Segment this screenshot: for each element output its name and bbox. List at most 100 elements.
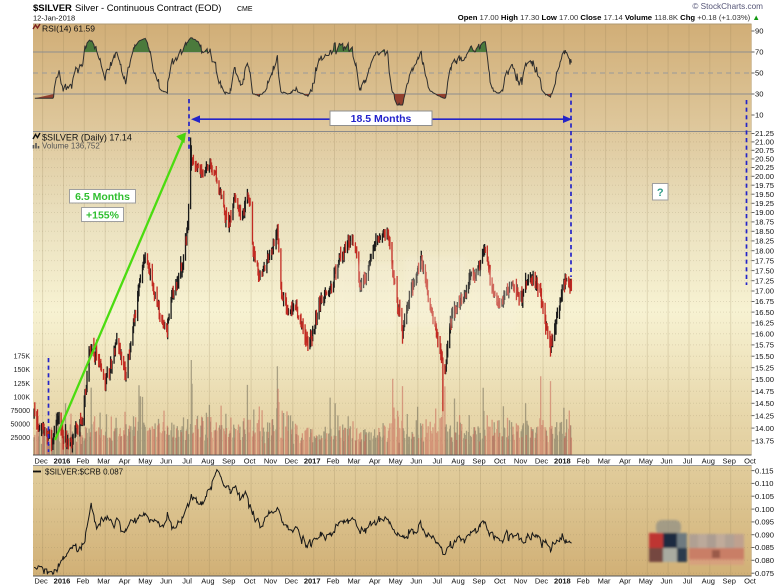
- svg-text:May: May: [138, 457, 152, 466]
- svg-text:90: 90: [755, 27, 763, 36]
- svg-text:13.75: 13.75: [755, 437, 774, 446]
- svg-text:$SILVER: $SILVER: [33, 3, 72, 14]
- svg-text:15.50: 15.50: [755, 352, 774, 361]
- svg-text:15.25: 15.25: [755, 363, 774, 372]
- svg-text:$SILVER (Daily) 17.14: $SILVER (Daily) 17.14: [42, 133, 132, 143]
- svg-text:0.085: 0.085: [755, 543, 774, 552]
- svg-text:0.110: 0.110: [755, 479, 773, 488]
- svg-text:Jul: Jul: [683, 457, 693, 466]
- svg-text:Jun: Jun: [410, 577, 422, 586]
- svg-text:16.25: 16.25: [755, 319, 774, 328]
- svg-text:Jun: Jun: [661, 577, 673, 586]
- svg-text:100K: 100K: [14, 394, 31, 401]
- svg-text:May: May: [389, 577, 403, 586]
- svg-text:2016: 2016: [54, 457, 71, 466]
- svg-text:17.25: 17.25: [755, 276, 774, 285]
- svg-text:70: 70: [755, 48, 763, 57]
- svg-text:Mar: Mar: [97, 457, 110, 466]
- svg-text:21.00: 21.00: [755, 138, 774, 147]
- svg-text:12-Jan-2018: 12-Jan-2018: [33, 14, 75, 23]
- svg-text:0.090: 0.090: [755, 530, 774, 539]
- svg-text:17.50: 17.50: [755, 266, 774, 275]
- svg-text:17.00: 17.00: [755, 287, 774, 296]
- svg-text:Dec: Dec: [535, 577, 549, 586]
- svg-text:Feb: Feb: [327, 457, 340, 466]
- svg-text:14.75: 14.75: [755, 387, 774, 396]
- svg-text:Mar: Mar: [347, 577, 360, 586]
- svg-text:2018: 2018: [554, 457, 571, 466]
- svg-text:Oct: Oct: [744, 457, 757, 466]
- svg-text:17.75: 17.75: [755, 256, 774, 265]
- svg-text:Mar: Mar: [598, 457, 611, 466]
- svg-text:18.00: 18.00: [755, 246, 774, 255]
- svg-text:May: May: [138, 577, 152, 586]
- svg-text:Open 17.00 High 17.30 Low 17.0: Open 17.00 High 17.30 Low 17.00 Close 17…: [458, 13, 760, 22]
- svg-text:Jun: Jun: [160, 577, 172, 586]
- svg-text:Jun: Jun: [410, 457, 422, 466]
- svg-text:Aug: Aug: [201, 577, 214, 586]
- svg-text:2016: 2016: [54, 577, 71, 586]
- svg-text:Apr: Apr: [369, 457, 381, 466]
- svg-text:Jul: Jul: [433, 577, 443, 586]
- svg-text:20.50: 20.50: [755, 155, 774, 164]
- svg-text:50000: 50000: [11, 422, 31, 429]
- svg-text:Nov: Nov: [514, 457, 528, 466]
- svg-text:Sep: Sep: [222, 457, 235, 466]
- svg-text:2017: 2017: [304, 457, 321, 466]
- svg-text:14.25: 14.25: [755, 411, 774, 420]
- svg-text:Aug: Aug: [201, 457, 214, 466]
- svg-text:Apr: Apr: [119, 457, 131, 466]
- svg-text:Nov: Nov: [264, 457, 278, 466]
- svg-text:16.50: 16.50: [755, 308, 774, 317]
- svg-text:Feb: Feb: [76, 457, 89, 466]
- svg-text:Mar: Mar: [598, 577, 611, 586]
- svg-text:0.105: 0.105: [755, 492, 774, 501]
- svg-text:0.115: 0.115: [755, 466, 773, 475]
- svg-text:Apr: Apr: [369, 577, 381, 586]
- svg-text:Nov: Nov: [264, 577, 278, 586]
- svg-text:Oct: Oct: [244, 577, 257, 586]
- svg-text:CME: CME: [237, 6, 253, 13]
- svg-text:Feb: Feb: [577, 457, 590, 466]
- svg-text:25000: 25000: [11, 435, 31, 442]
- svg-text:Oct: Oct: [494, 457, 507, 466]
- svg-text:14.50: 14.50: [755, 399, 774, 408]
- svg-text:Silver - Continuous Contract (: Silver - Continuous Contract (EOD): [75, 2, 221, 13]
- svg-text:Jul: Jul: [433, 457, 443, 466]
- svg-text:50: 50: [755, 69, 763, 78]
- svg-text:Dec: Dec: [535, 457, 549, 466]
- svg-text:Apr: Apr: [619, 577, 631, 586]
- svg-text:Oct: Oct: [244, 457, 257, 466]
- svg-text:Dec: Dec: [34, 457, 48, 466]
- svg-text:Apr: Apr: [619, 457, 631, 466]
- svg-text:Feb: Feb: [327, 577, 340, 586]
- svg-text:19.50: 19.50: [755, 190, 774, 199]
- svg-text:14.00: 14.00: [755, 424, 774, 433]
- svg-text:16.00: 16.00: [755, 330, 774, 339]
- svg-text:18.25: 18.25: [755, 237, 774, 246]
- svg-text:0.095: 0.095: [755, 518, 774, 527]
- svg-text:Feb: Feb: [577, 577, 590, 586]
- svg-text:$SILVER:$CRB 0.087: $SILVER:$CRB 0.087: [45, 468, 124, 477]
- svg-text:18.50: 18.50: [755, 227, 774, 236]
- svg-text:0.100: 0.100: [755, 505, 774, 514]
- svg-text:150K: 150K: [14, 367, 31, 374]
- svg-text:Jul: Jul: [182, 457, 192, 466]
- svg-text:0.080: 0.080: [755, 556, 774, 565]
- svg-text:Sep: Sep: [723, 577, 736, 586]
- svg-text:10: 10: [755, 111, 763, 120]
- svg-text:Aug: Aug: [702, 577, 715, 586]
- svg-text:Sep: Sep: [222, 577, 235, 586]
- svg-text:Oct: Oct: [494, 577, 507, 586]
- svg-text:Aug: Aug: [451, 577, 464, 586]
- svg-text:Mar: Mar: [97, 577, 110, 586]
- svg-text:Mar: Mar: [347, 457, 360, 466]
- svg-text:Aug: Aug: [451, 457, 464, 466]
- svg-text:Jul: Jul: [182, 577, 192, 586]
- svg-text:Jul: Jul: [683, 577, 693, 586]
- svg-text:125K: 125K: [14, 381, 31, 388]
- svg-text:18.75: 18.75: [755, 218, 774, 227]
- svg-text:RSI(14) 61.59: RSI(14) 61.59: [42, 24, 95, 34]
- svg-text:Dec: Dec: [34, 577, 48, 586]
- svg-text:+155%: +155%: [86, 209, 120, 221]
